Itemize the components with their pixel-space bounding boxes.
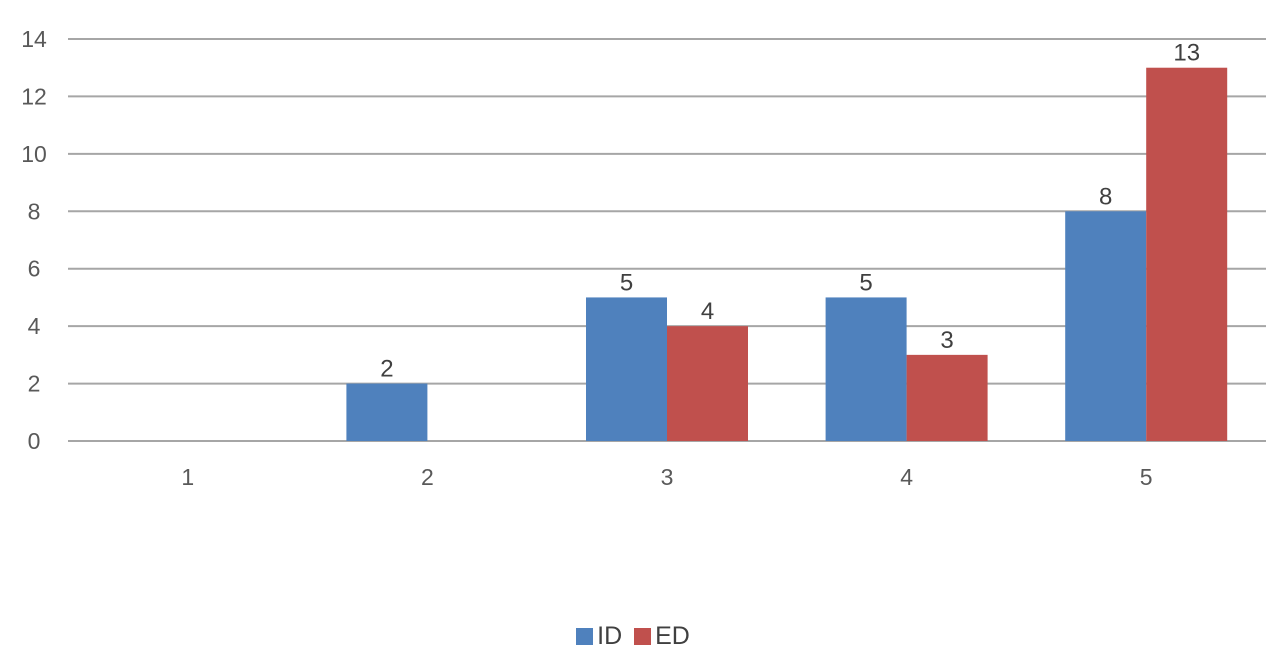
legend-swatch-id [576,628,594,645]
data-label-id-3: 5 [620,269,633,296]
bar-ed-4 [906,354,988,441]
bar-id-3 [586,297,667,441]
data-label-ed-5: 13 [1173,40,1200,67]
x-axis-ticks: 1 2 3 4 5 [181,464,1152,490]
y-tick-label-14: 14 [21,26,47,52]
y-tick-label-2: 2 [28,371,41,397]
y-tick-label-4: 4 [28,313,41,339]
legend-item-ed: ED [634,622,690,651]
y-tick-label-8: 8 [28,198,41,224]
y-tick-label-0: 0 [28,428,41,454]
data-label-id-4: 5 [859,269,872,296]
bar-id-4 [825,297,907,441]
x-tick-label-1: 1 [181,464,194,490]
x-tick-label-4: 4 [900,464,913,490]
data-label-ed-4: 3 [940,327,953,354]
y-tick-label-12: 12 [21,83,47,109]
data-label-ed-3: 4 [701,298,714,325]
legend-label-id: ID [597,622,623,650]
data-label-id-2: 2 [380,356,393,383]
x-tick-label-2: 2 [421,464,434,490]
x-tick-label-5: 5 [1140,464,1153,490]
data-labels: 2 5 4 5 3 8 13 [380,40,1200,383]
data-label-id-5: 8 [1099,183,1112,210]
legend-label-ed: ED [655,622,690,650]
legend: ID ED [0,622,1266,651]
legend-item-id: ID [576,622,622,651]
bar-id-2 [346,383,428,441]
bar-id-5 [1065,211,1147,441]
bars [346,67,1228,441]
bar-ed-3 [667,326,748,441]
y-tick-label-10: 10 [21,141,47,167]
legend-swatch-ed [634,628,652,645]
y-axis-ticks: 0 2 4 6 8 10 12 14 [21,26,47,454]
y-tick-label-6: 6 [28,256,41,282]
bar-ed-5 [1146,67,1228,441]
x-tick-label-3: 3 [661,464,674,490]
